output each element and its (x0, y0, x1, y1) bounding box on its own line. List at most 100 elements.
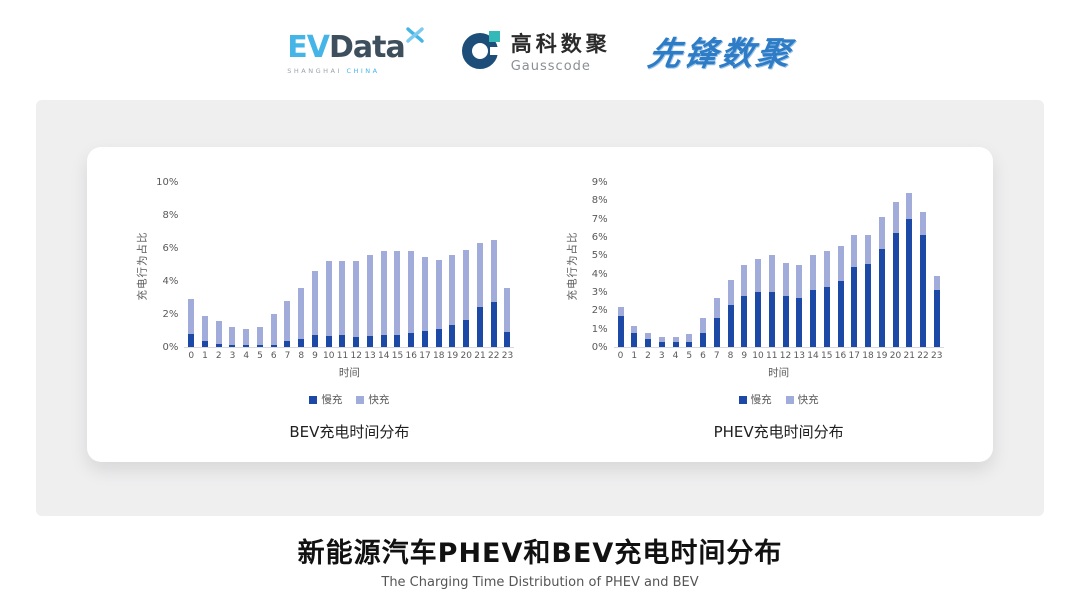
bar-segment-slow (298, 338, 305, 347)
bar-hour-8 (294, 287, 308, 347)
gausscode-cn-name: 高科数聚 (510, 32, 611, 56)
bar-hour-21 (473, 243, 487, 347)
y-tick-label: 8% (162, 210, 179, 221)
x-tick-label: 16 (834, 351, 847, 361)
bar-segment-fast (727, 280, 734, 305)
bar-hour-6 (696, 317, 710, 347)
x-tick-label: 6 (700, 351, 706, 361)
phev-y-axis-label: 充电行为占比 (566, 231, 579, 300)
gausscode-en-name: Gausscode (510, 59, 591, 74)
bar-segment-fast (394, 251, 401, 336)
bar-segment-slow (339, 335, 346, 347)
bar-hour-2 (641, 333, 655, 347)
bar-segment-slow (408, 332, 415, 347)
x-tick-label: 11 (766, 351, 778, 361)
bar-segment-fast (741, 264, 748, 296)
bar-hour-22 (916, 212, 930, 347)
bar-segment-slow (617, 315, 624, 347)
bar-hour-23 (501, 287, 515, 347)
y-tick-label: 0% (591, 342, 608, 353)
bar-segment-slow (229, 344, 236, 347)
bar-hour-10 (322, 261, 336, 347)
header-logos: EV Data SHANGHAI CHINA 高科数聚 Gausscode 先锋… (0, 14, 1080, 88)
bar-segment-slow (727, 304, 734, 347)
bar-segment-fast (686, 334, 693, 342)
bar-segment-fast (490, 239, 497, 303)
bar-segment-slow (672, 342, 679, 347)
bar-segment-fast (878, 216, 885, 249)
x-tick-label: 11 (336, 351, 349, 361)
bar-segment-slow (270, 344, 277, 347)
legend-item-慢充: 慢充 (309, 392, 342, 407)
bar-hour-12 (779, 262, 793, 347)
bar-segment-fast (658, 336, 665, 343)
legend-label: 慢充 (321, 394, 343, 406)
y-tick-label: 8% (591, 195, 608, 207)
bar-segment-fast (311, 271, 318, 336)
x-tick-label: 17 (848, 351, 860, 361)
bar-hour-23 (930, 276, 944, 347)
content-panel: 充电行为占比 0% 2% 4% 6% 8% 10% 0 1 2 3 4 5 6 7 8 9 10 11 12 13 1… (36, 100, 1044, 516)
bar-hour-13 (363, 254, 377, 347)
y-tick-label: 2% (591, 305, 608, 317)
bar-hour-7 (281, 300, 295, 347)
bar-segment-slow (394, 335, 401, 347)
x-tick-label: 14 (807, 351, 819, 361)
legend-item-快充: 快充 (356, 392, 389, 407)
bar-segment-slow (353, 337, 360, 347)
bar-hour-2 (212, 321, 226, 347)
bar-segment-fast (865, 235, 872, 264)
x-tick-label: 2 (645, 351, 651, 361)
bar-segment-slow (823, 287, 830, 347)
bar-segment-fast (408, 251, 415, 333)
x-tick-label: 0 (188, 351, 195, 361)
bar-hour-13 (792, 264, 806, 347)
x-tick-label: 7 (713, 351, 720, 361)
x-tick-label: 6 (270, 351, 277, 361)
bar-segment-slow (243, 345, 250, 347)
bar-hour-14 (806, 255, 820, 347)
bar-segment-slow (256, 345, 263, 347)
x-tick-label: 17 (419, 351, 431, 361)
bar-segment-fast (298, 287, 305, 339)
bar-segment-fast (325, 261, 332, 337)
bar-segment-fast (851, 235, 858, 268)
x-tick-label: 4 (672, 351, 679, 361)
bar-segment-fast (504, 287, 511, 333)
phev-chart-title: PHEV充电时间分布 (713, 423, 844, 441)
bar-segment-slow (215, 343, 222, 347)
bar-segment-fast (421, 257, 428, 331)
bar-segment-fast (796, 264, 803, 299)
bar-segment-slow (188, 333, 195, 347)
y-tick-label: 5% (591, 250, 608, 262)
x-tick-label: 20 (889, 351, 902, 361)
legend-item-慢充: 慢充 (738, 392, 772, 407)
x-tick-label: 1 (202, 351, 208, 361)
evdata-x-icon (406, 27, 424, 43)
bev-legend: 慢充 快充 (184, 392, 514, 407)
bar-hour-8 (724, 280, 738, 347)
bar-hour-11 (336, 261, 350, 347)
bev-y-axis: 0% 2% 4% 6% 8% 10% (150, 178, 184, 353)
bar-hour-17 (418, 257, 432, 347)
bar-segment-fast (617, 306, 624, 316)
bar-hour-3 (226, 327, 240, 347)
bar-segment-slow (741, 295, 748, 347)
legend-swatch (785, 395, 794, 404)
evdata-china-text: CHINA (346, 67, 380, 75)
bar-segment-slow (892, 233, 899, 347)
bar-segment-slow (837, 281, 844, 347)
main-subtitle: The Charging Time Distribution of PHEV a… (381, 575, 699, 590)
bar-segment-slow (421, 330, 428, 347)
bar-hour-16 (834, 246, 848, 347)
bar-hour-10 (751, 259, 765, 347)
x-tick-label: 3 (658, 351, 665, 361)
bar-segment-fast (215, 321, 222, 344)
bar-segment-slow (435, 328, 442, 347)
x-tick-label: 12 (779, 351, 792, 361)
bar-segment-slow (755, 292, 762, 347)
bar-segment-fast (906, 193, 913, 219)
x-tick-label: 0 (617, 351, 624, 361)
bar-segment-slow (380, 335, 387, 347)
